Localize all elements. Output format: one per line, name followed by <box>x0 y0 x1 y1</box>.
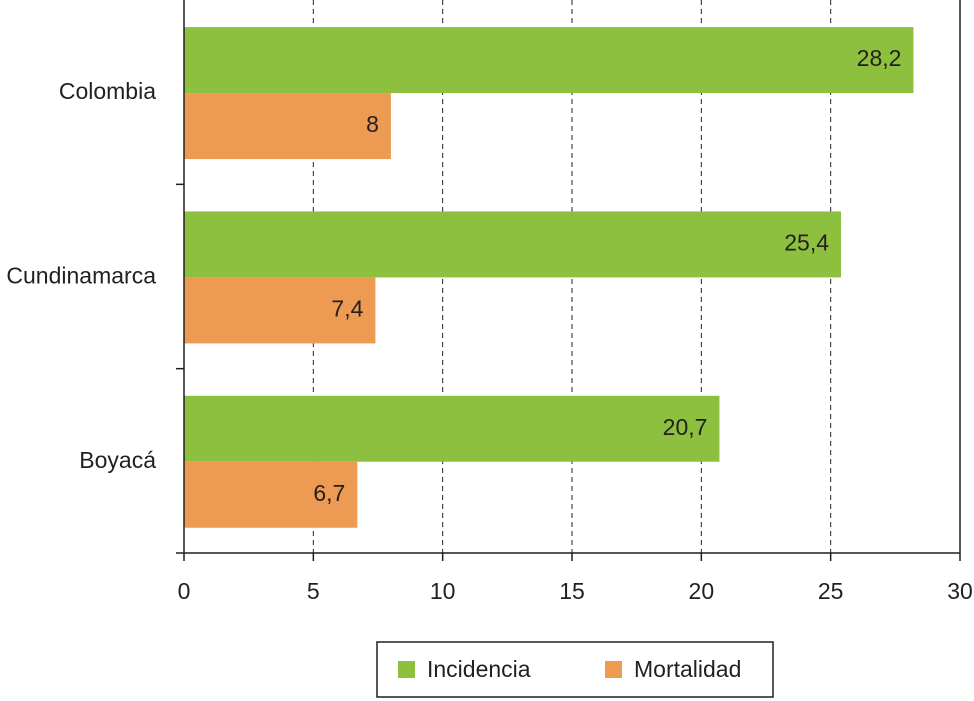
x-tick-label: 25 <box>818 578 844 604</box>
bar <box>184 461 358 528</box>
legend-swatch <box>605 661 622 678</box>
y-tick-label: Cundinamarca <box>6 262 156 288</box>
bar <box>184 93 391 160</box>
x-tick-label: 20 <box>689 578 715 604</box>
value-label: 7,4 <box>331 295 363 321</box>
x-tick-label: 0 <box>178 578 191 604</box>
value-label: 6,7 <box>313 480 345 506</box>
legend-label: Incidencia <box>427 656 531 682</box>
y-tick-label: Colombia <box>59 78 156 104</box>
bar <box>184 211 842 278</box>
x-tick-label: 30 <box>947 578 973 604</box>
legend-label: Mortalidad <box>634 656 741 682</box>
legend-box <box>376 641 774 698</box>
legend-swatch <box>398 661 415 678</box>
bar <box>184 277 376 344</box>
x-tick-label: 15 <box>559 578 585 604</box>
value-label: 20,7 <box>663 414 708 440</box>
x-tick-label: 5 <box>307 578 320 604</box>
value-label: 8 <box>366 111 379 137</box>
bar <box>184 27 914 94</box>
x-tick-label: 10 <box>430 578 456 604</box>
value-label: 28,2 <box>857 45 902 71</box>
value-label: 25,4 <box>784 230 829 256</box>
bar <box>184 395 720 462</box>
legend: Incidencia Mortalidad <box>376 641 774 698</box>
y-tick-label: Boyacá <box>79 447 156 473</box>
